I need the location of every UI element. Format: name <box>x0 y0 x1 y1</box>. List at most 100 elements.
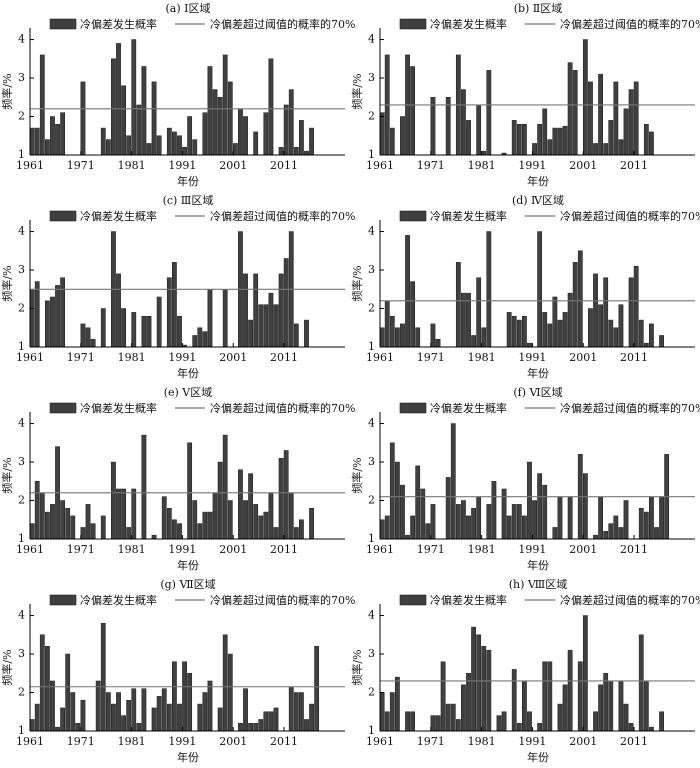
bar <box>567 62 573 156</box>
bar <box>207 289 213 348</box>
bar <box>166 507 172 540</box>
x-axis-label: 年份 <box>177 174 199 188</box>
bar <box>192 335 198 348</box>
bar <box>532 500 537 540</box>
bar <box>116 43 121 156</box>
y-tick-label: 4 <box>18 225 25 238</box>
panel-title: (a) Ⅰ区域 <box>166 2 211 15</box>
bar <box>55 123 60 156</box>
bar <box>65 507 71 540</box>
bar <box>299 120 304 156</box>
y-tick-label: 4 <box>368 609 375 622</box>
bar <box>121 488 126 540</box>
x-tick-label: 1991 <box>168 351 196 364</box>
x-tick-label: 2001 <box>569 159 597 172</box>
bar <box>172 519 177 540</box>
bar <box>222 634 228 732</box>
bar <box>44 300 50 348</box>
bar <box>542 661 548 732</box>
bar <box>278 457 284 540</box>
x-tick-label: 2001 <box>219 159 247 172</box>
bar <box>582 615 588 732</box>
bar <box>34 127 40 156</box>
x-axis-label: 年份 <box>527 174 549 188</box>
legend-label: 冷偏差发生概率 <box>430 209 507 223</box>
bar <box>207 511 213 540</box>
bar <box>379 692 385 732</box>
bar <box>243 273 248 348</box>
y-tick-label: 2 <box>18 110 25 123</box>
legend-label: 冷偏差超过阈值的概率的70% <box>560 209 700 223</box>
legend-label: 冷偏差发生概率 <box>430 17 507 31</box>
bar <box>638 507 644 540</box>
bar <box>455 719 461 732</box>
bar <box>166 703 172 732</box>
bar <box>268 58 274 156</box>
bar <box>197 523 203 540</box>
bar <box>557 703 563 732</box>
bar <box>562 684 568 732</box>
bar <box>172 661 177 732</box>
legend-label: 冷偏差超过阈值的概率的70% <box>210 209 355 223</box>
bar <box>643 680 649 732</box>
x-tick-label: 2011 <box>620 351 648 364</box>
bar <box>80 699 86 732</box>
bar <box>212 89 218 156</box>
bar <box>151 707 157 732</box>
bar <box>55 285 60 348</box>
bar <box>410 66 416 156</box>
bar <box>400 484 405 540</box>
bar <box>537 473 543 540</box>
x-tick-label: 2011 <box>270 351 298 364</box>
x-tick-label: 1961 <box>366 159 394 172</box>
bar <box>516 319 522 348</box>
bar <box>273 527 279 540</box>
bar <box>161 496 167 540</box>
bar <box>278 147 284 156</box>
bar <box>425 523 431 540</box>
bar <box>557 496 563 540</box>
legend-swatch <box>49 210 77 222</box>
x-axis-label: 年份 <box>177 558 199 572</box>
bar <box>466 673 471 732</box>
x-tick-label: 1971 <box>67 351 95 364</box>
x-tick-label: 1971 <box>67 543 95 556</box>
bar <box>248 723 253 732</box>
bar <box>476 104 482 156</box>
bar <box>461 684 466 732</box>
bar <box>608 523 614 540</box>
bar <box>55 726 60 732</box>
bar <box>562 312 568 348</box>
bar <box>557 319 563 348</box>
bar <box>405 711 410 732</box>
y-tick-label: 2 <box>368 302 375 315</box>
bar <box>309 507 314 540</box>
bar <box>288 492 294 540</box>
bar <box>618 527 624 540</box>
legend-swatch <box>49 18 77 30</box>
panel-title: (h) Ⅷ区域 <box>509 578 568 591</box>
bar <box>654 527 659 540</box>
x-tick-label: 2001 <box>569 351 597 364</box>
bar <box>603 143 609 156</box>
bar <box>476 634 482 732</box>
bar <box>238 108 243 156</box>
bar <box>537 723 543 732</box>
bar <box>613 327 619 348</box>
bar <box>60 707 66 732</box>
bar <box>582 473 588 540</box>
x-tick-label: 1981 <box>468 159 496 172</box>
bar <box>141 66 147 156</box>
bar <box>293 147 299 156</box>
bar <box>151 534 157 540</box>
bar <box>384 711 390 732</box>
bar <box>516 723 522 732</box>
legend-label: 冷偏差发生概率 <box>430 593 507 607</box>
legend-swatch <box>399 402 427 414</box>
bar <box>440 661 446 732</box>
bar <box>39 492 45 540</box>
y-tick-label: 2 <box>368 110 375 123</box>
bar <box>75 723 81 732</box>
bar <box>166 127 172 156</box>
